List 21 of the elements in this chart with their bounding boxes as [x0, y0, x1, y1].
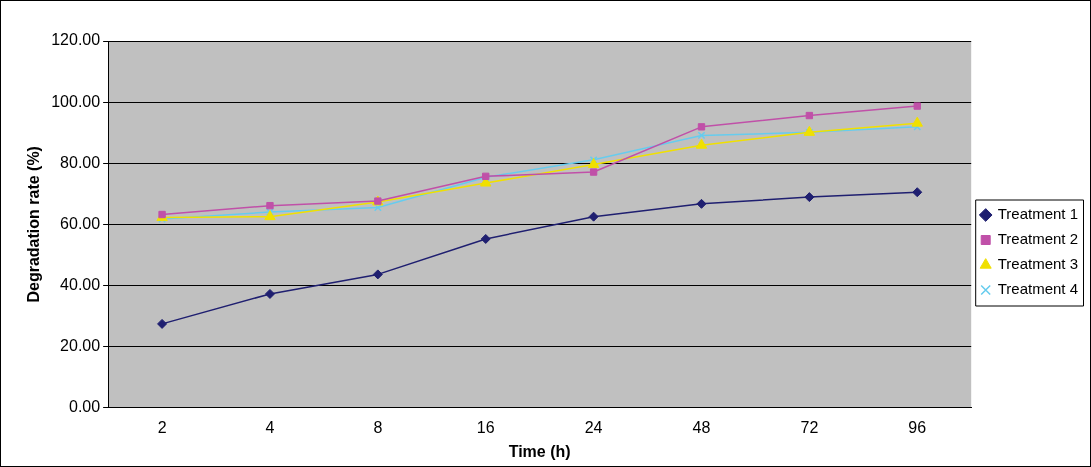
y-tick-label: 0.00	[69, 398, 101, 416]
x-tick-label: 48	[692, 418, 711, 436]
x-tick-label: 24	[584, 418, 603, 436]
y-tick-label: 120.00	[51, 31, 101, 49]
x-tick-label: 96	[908, 418, 927, 436]
x-tick-label: 72	[800, 418, 819, 436]
y-tick-label: 40.00	[60, 275, 101, 293]
y-tick-label: 60.00	[60, 214, 101, 232]
legend-label: Treatment 1	[997, 205, 1078, 223]
legend-label: Treatment 2	[997, 230, 1078, 248]
y-tick-label: 80.00	[60, 153, 101, 171]
legend-label: Treatment 3	[997, 255, 1078, 273]
legend-label: Treatment 4	[997, 280, 1078, 298]
x-tick-label: 8	[373, 418, 383, 436]
x-tick-label: 16	[476, 418, 495, 436]
x-tick-label: 4	[265, 418, 275, 436]
y-tick-label: 100.00	[51, 92, 101, 110]
x-tick-label: 2	[157, 418, 167, 436]
y-axis-title: Degradation rate (%)	[25, 146, 43, 303]
x-axis-title: Time (h)	[508, 442, 571, 460]
y-tick-label: 20.00	[60, 336, 101, 354]
